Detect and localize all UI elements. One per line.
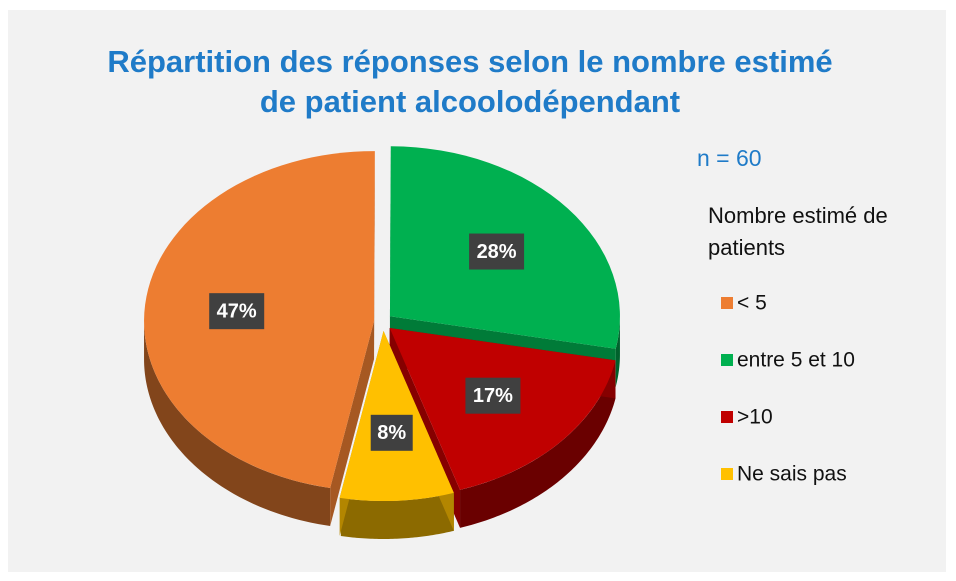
- legend-label: < 5: [737, 292, 767, 315]
- slice-side: [144, 321, 331, 526]
- legend-swatch: [721, 468, 733, 480]
- legend-swatch: [721, 297, 733, 309]
- legend-label: entre 5 et 10: [737, 349, 855, 372]
- legend-label: >10: [737, 406, 773, 429]
- data-label-box: [370, 414, 413, 451]
- chart-title: Répartition des réponses selon le nombre…: [107, 44, 833, 119]
- slice-side: [460, 360, 616, 528]
- slice-side: [374, 151, 375, 360]
- annotation: n = 60: [697, 145, 762, 171]
- data-label: 17%: [473, 385, 513, 407]
- data-label-box: [465, 377, 521, 414]
- slice-side: [340, 492, 454, 539]
- slice-side: [615, 316, 620, 387]
- data-label-box: [469, 233, 525, 270]
- legend-title: Nombre estimé de patients: [708, 203, 888, 260]
- legend-label: Ne sais pas: [737, 463, 847, 486]
- legend-swatch: [721, 354, 733, 366]
- data-label-box: [209, 293, 265, 330]
- slice-side: [330, 321, 375, 526]
- data-label: 28%: [477, 241, 517, 263]
- legend-swatch: [721, 411, 733, 423]
- data-label: 8%: [377, 422, 406, 444]
- data-label: 47%: [217, 300, 257, 322]
